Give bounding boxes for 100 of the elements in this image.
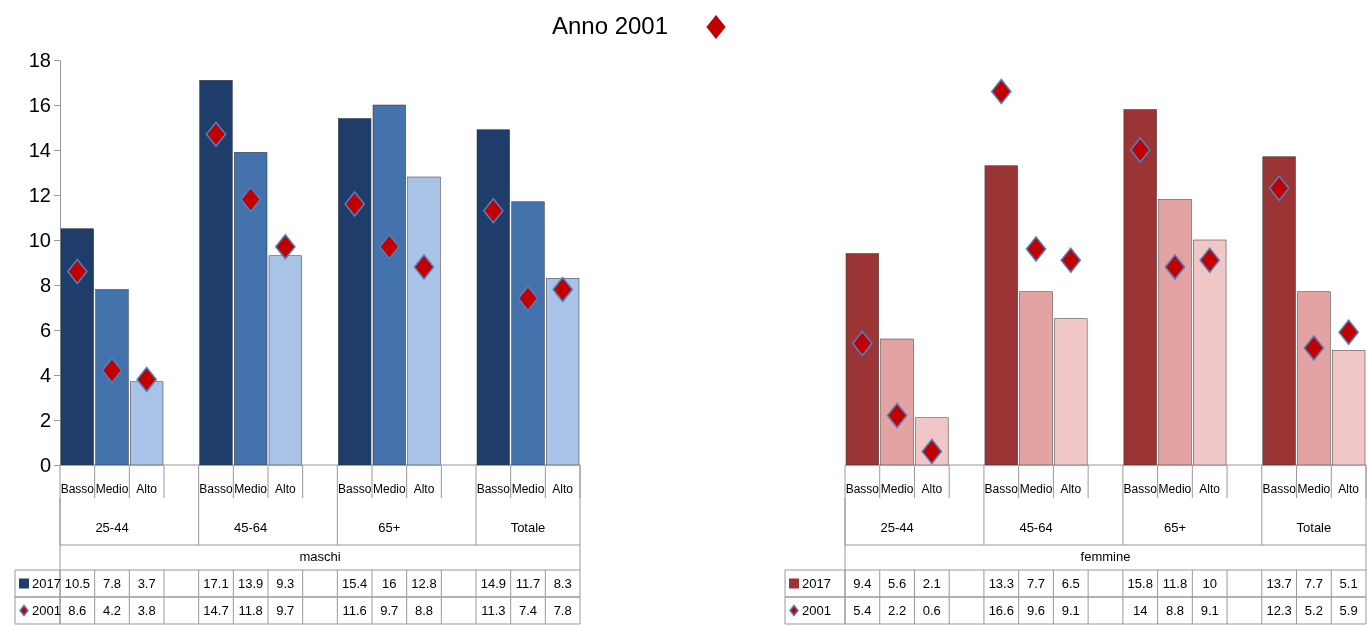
data-label: 15.8 bbox=[1127, 576, 1153, 591]
data-label: 10 bbox=[1202, 576, 1217, 591]
point bbox=[274, 234, 296, 260]
y-tick-label: 18 bbox=[28, 48, 51, 71]
data-label: 9.3 bbox=[276, 576, 295, 591]
point bbox=[886, 402, 908, 429]
text: 65+ bbox=[1163, 520, 1186, 535]
point bbox=[517, 285, 539, 312]
data-label: 11.6 bbox=[342, 603, 367, 618]
text: 25-44 bbox=[880, 520, 914, 535]
data-label: 7.8 bbox=[102, 576, 122, 591]
data-label: 2.2 bbox=[888, 603, 907, 618]
point bbox=[852, 330, 873, 357]
legend-label: 2001 bbox=[802, 603, 831, 618]
point bbox=[990, 78, 1012, 105]
x-tick-label: Alto bbox=[413, 482, 435, 496]
x-tick-label: Medio bbox=[95, 482, 129, 496]
x-tick-label: Alto bbox=[1199, 482, 1221, 496]
point bbox=[552, 276, 574, 303]
data-label: 2.1 bbox=[922, 576, 941, 591]
data-label: 9.4 bbox=[853, 576, 872, 591]
data-label: 9.1 bbox=[1200, 603, 1219, 618]
data-label: 12.8 bbox=[411, 576, 437, 591]
data-label: 9.7 bbox=[276, 603, 295, 618]
x-tick-label: Medio bbox=[1297, 482, 1331, 496]
data-label: 17.1 bbox=[203, 576, 229, 591]
x-tick-label: Medio bbox=[1158, 482, 1192, 496]
x-tick-label: Medio bbox=[234, 482, 268, 496]
data-label: 15.4 bbox=[342, 576, 368, 591]
x-tick-label: Alto bbox=[921, 482, 943, 496]
legend-label: 2017 bbox=[802, 576, 831, 591]
x-tick-label: Alto bbox=[552, 482, 574, 496]
y-tick-label: 6 bbox=[39, 318, 51, 341]
data-label: 16 bbox=[382, 576, 397, 591]
data-label: 10.5 bbox=[64, 576, 90, 591]
data-label: 9.1 bbox=[1061, 603, 1080, 618]
point bbox=[1303, 335, 1325, 361]
y-tick-label: 8 bbox=[39, 273, 51, 296]
x-tick-label: Alto bbox=[136, 482, 158, 496]
point bbox=[1338, 319, 1359, 345]
data-label: 11.3 bbox=[481, 603, 506, 618]
point bbox=[1060, 247, 1082, 273]
y-tick-label: 0 bbox=[39, 453, 51, 476]
data-label: 7.8 bbox=[553, 603, 572, 618]
x-tick-label: Medio bbox=[1019, 482, 1053, 496]
point bbox=[240, 186, 262, 213]
x-tick-label: Basso bbox=[1123, 482, 1158, 496]
x-tick-label: Basso bbox=[476, 482, 511, 496]
text: 45-64 bbox=[234, 520, 268, 535]
data-label: 8.8 bbox=[1165, 603, 1185, 618]
data-label: 13.3 bbox=[988, 576, 1014, 591]
x-axis-title: maschi bbox=[299, 549, 341, 564]
data-label: 4.2 bbox=[102, 603, 122, 618]
data-label: 9.7 bbox=[380, 603, 399, 618]
data-label: 16.6 bbox=[988, 603, 1014, 618]
x-tick-label: Alto bbox=[1060, 482, 1082, 496]
data-label: 7.7 bbox=[1304, 576, 1323, 591]
point bbox=[205, 121, 227, 147]
y-tick-label: 2 bbox=[39, 408, 51, 431]
data-label: 6.5 bbox=[1061, 576, 1080, 591]
x-tick-label: Alto bbox=[274, 482, 296, 496]
point bbox=[1129, 137, 1151, 163]
chart-title: Anno 2001 bbox=[551, 12, 669, 39]
point bbox=[1025, 236, 1047, 262]
data-label: 8.3 bbox=[553, 576, 572, 591]
text: Totale bbox=[510, 520, 546, 535]
data-label: 0.6 bbox=[922, 603, 941, 618]
point bbox=[482, 198, 504, 224]
x-tick-label: Basso bbox=[1262, 482, 1297, 496]
y-tick-label: 12 bbox=[28, 183, 51, 206]
x-tick-label: Basso bbox=[337, 482, 372, 496]
data-label: 14.9 bbox=[480, 576, 506, 591]
data-label: 5.2 bbox=[1304, 603, 1323, 618]
data-label: 9.6 bbox=[1026, 603, 1046, 618]
data-label: 14.7 bbox=[203, 603, 229, 618]
data-label: 13.7 bbox=[1266, 576, 1292, 591]
data-label: 5.6 bbox=[888, 576, 907, 591]
data-label: 5.1 bbox=[1339, 576, 1358, 591]
x-tick-label: Basso bbox=[199, 482, 233, 496]
data-label: 3.8 bbox=[137, 603, 156, 618]
point bbox=[66, 258, 88, 285]
point bbox=[101, 357, 123, 384]
data-label: 11.8 bbox=[1162, 576, 1188, 591]
point bbox=[136, 366, 158, 393]
y-tick-label: 14 bbox=[28, 138, 51, 161]
data-label: 8.6 bbox=[68, 603, 87, 618]
data-label: 7.7 bbox=[1026, 576, 1046, 591]
x-tick-label: Basso bbox=[984, 482, 1019, 496]
x-tick-label: Alto bbox=[1338, 482, 1360, 496]
text: 65+ bbox=[378, 520, 401, 535]
point bbox=[1268, 175, 1290, 201]
data-label: 7.4 bbox=[518, 603, 538, 618]
data-label: 3.7 bbox=[137, 576, 156, 591]
data-label: 11.7 bbox=[515, 576, 541, 591]
data-label: 5.9 bbox=[1339, 603, 1358, 618]
x-tick-label: Medio bbox=[880, 482, 914, 496]
y-tick-label: 4 bbox=[39, 363, 51, 386]
x-tick-label: Medio bbox=[372, 482, 406, 496]
text: 45-64 bbox=[1019, 520, 1053, 535]
y-tick-label: 10 bbox=[28, 228, 51, 251]
